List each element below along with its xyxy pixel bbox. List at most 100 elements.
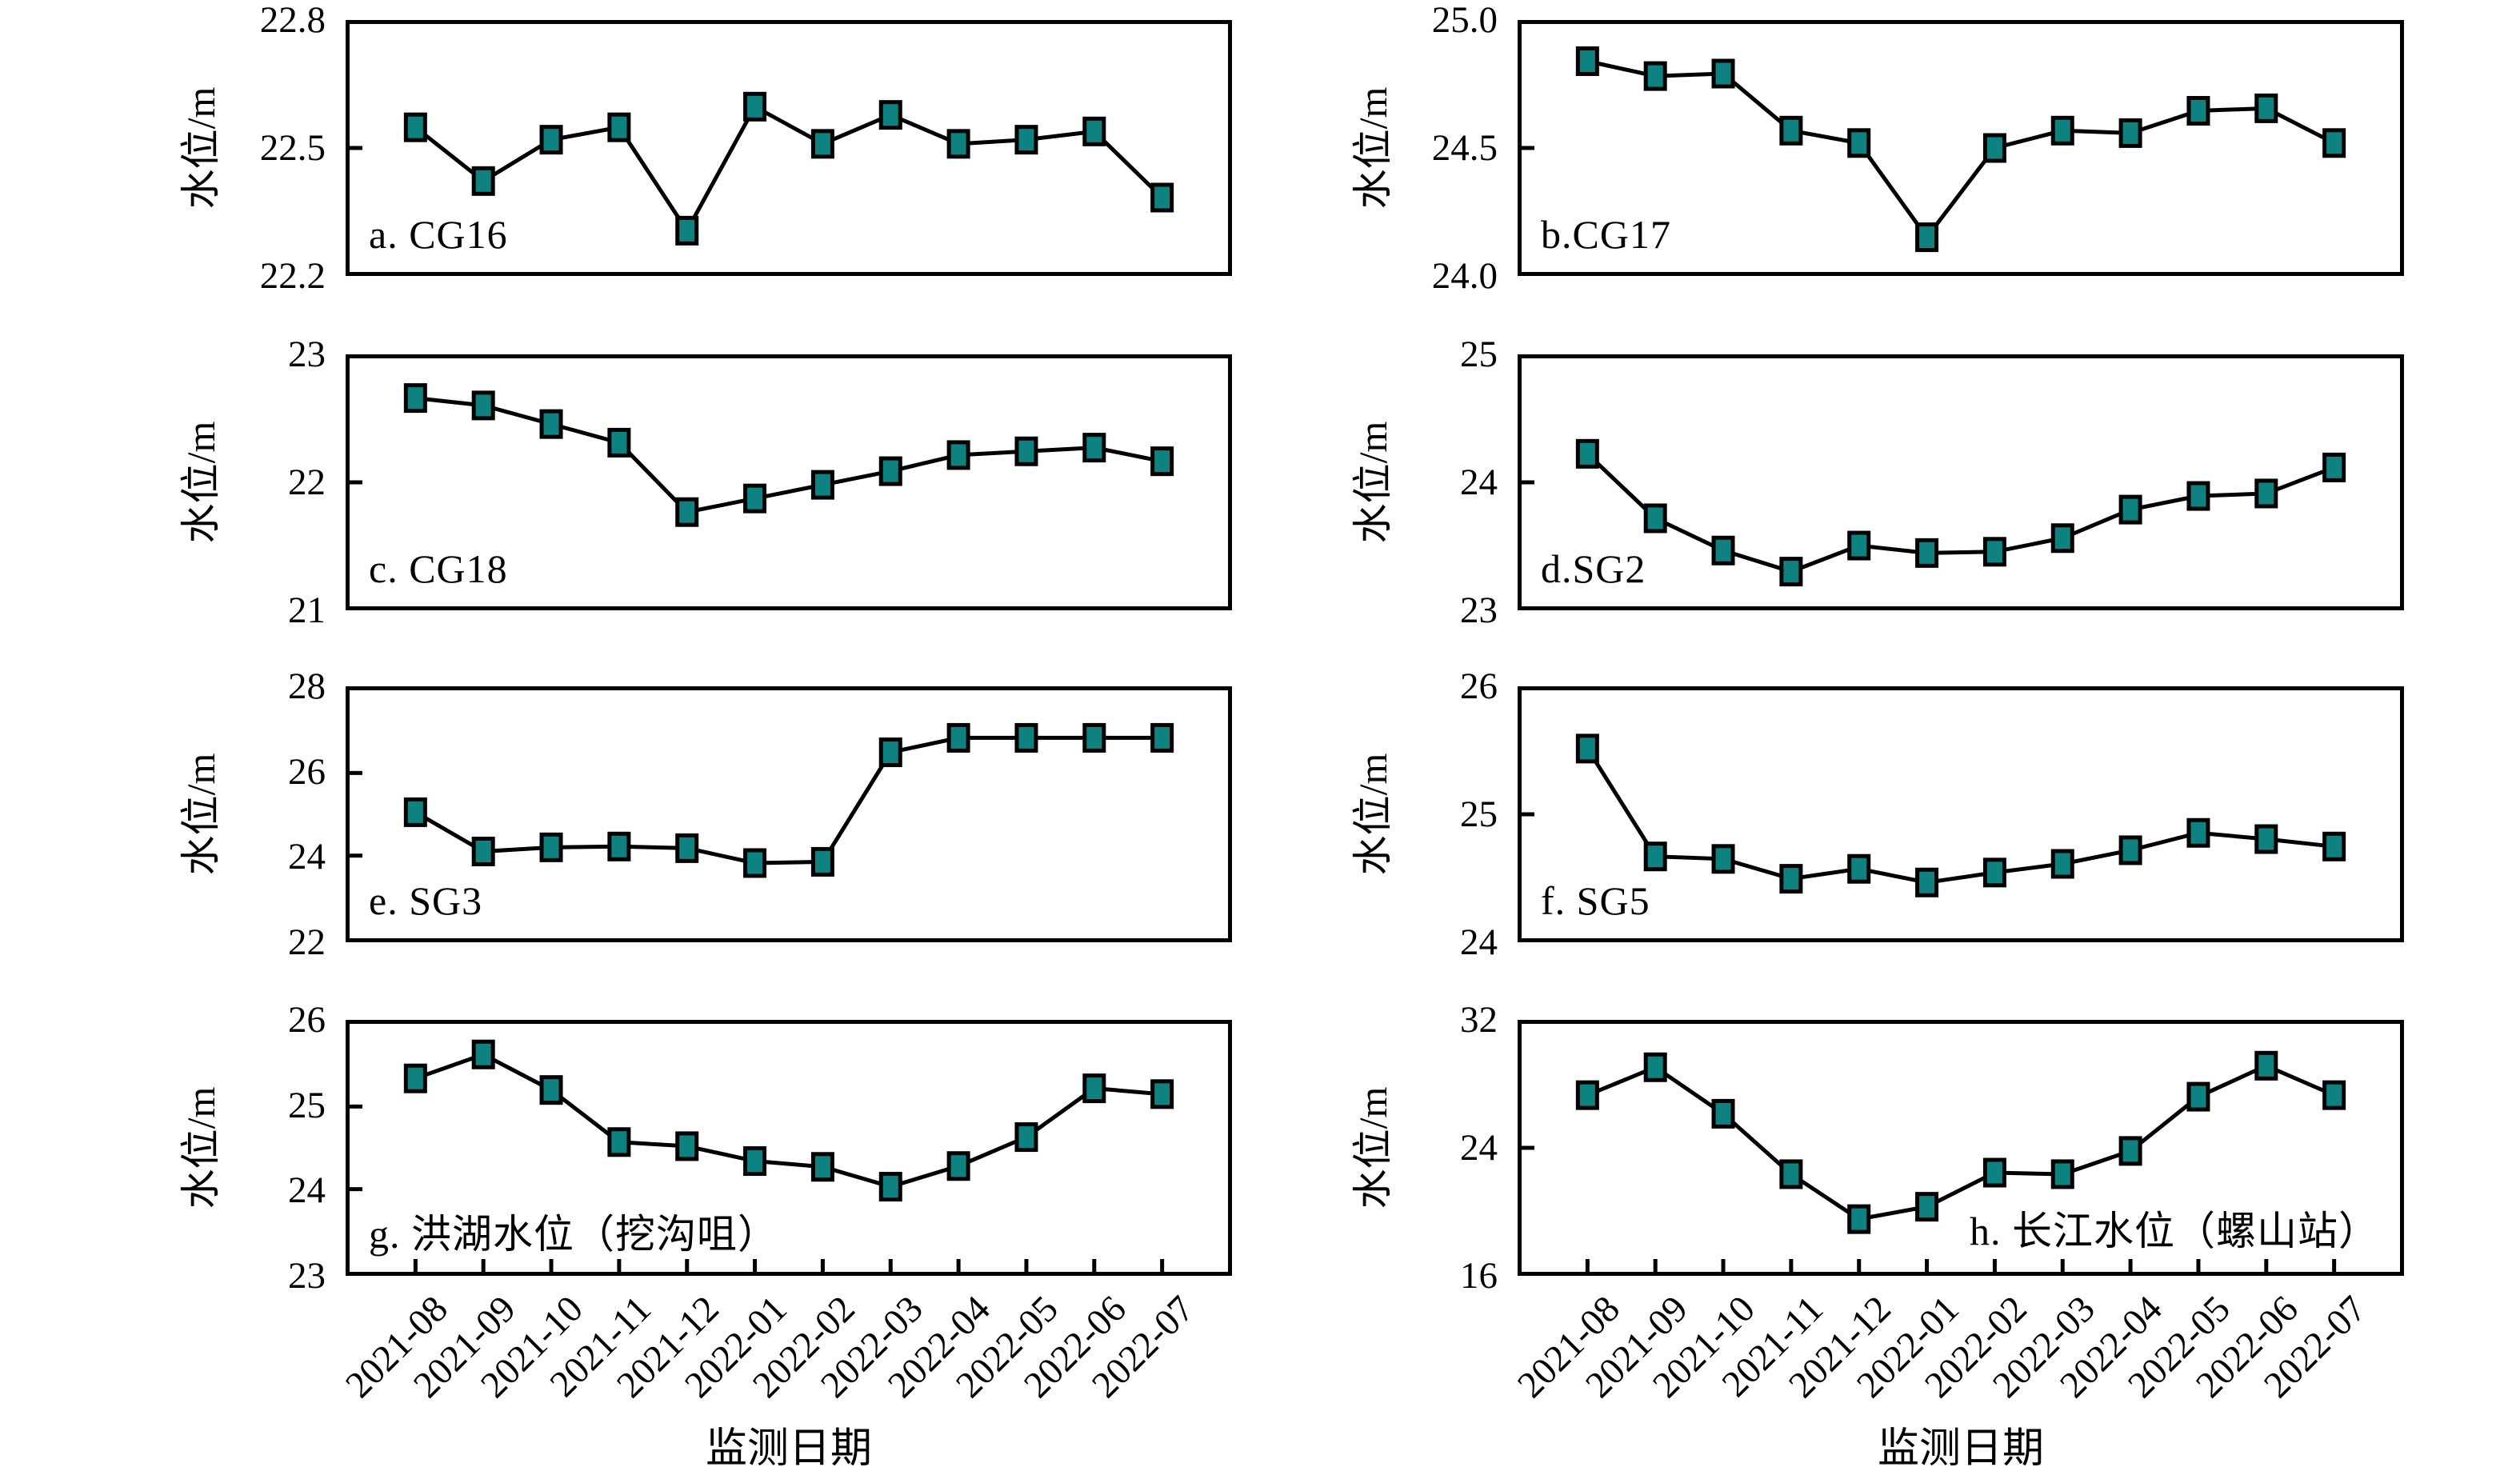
y-axis-title: 水位/m bbox=[178, 421, 223, 544]
panel-label-f: f. SG5 bbox=[1541, 878, 1650, 923]
data-point-marker bbox=[2254, 824, 2278, 854]
data-point-marker bbox=[1711, 58, 1735, 89]
data-point-marker bbox=[1711, 535, 1735, 566]
data-point-marker bbox=[743, 91, 767, 122]
panel-c-plot bbox=[350, 383, 1174, 527]
panel-g: g. 洪湖水位（挖沟咀） bbox=[346, 1020, 1232, 1276]
data-point-marker bbox=[2254, 478, 2278, 509]
data-point-marker bbox=[1014, 1122, 1038, 1153]
data-point-marker bbox=[1014, 722, 1038, 753]
y-tick-label: 21 bbox=[288, 590, 326, 631]
data-point-marker bbox=[539, 409, 563, 439]
y-tick-label: 23 bbox=[1460, 590, 1498, 631]
y-tick-label: 25 bbox=[1460, 334, 1498, 375]
panel-label-h: h. 长江水位（螺山站） bbox=[1970, 1209, 2379, 1253]
data-point-marker bbox=[2186, 1081, 2210, 1112]
panel-d-plot bbox=[1522, 438, 2346, 587]
data-point-marker bbox=[471, 390, 495, 421]
data-point-marker bbox=[810, 129, 834, 159]
data-point-marker bbox=[743, 848, 767, 878]
y-axis-title: 水位/m bbox=[1350, 753, 1395, 876]
data-point-marker bbox=[1779, 115, 1803, 146]
data-point-marker bbox=[1982, 133, 2006, 163]
data-point-marker bbox=[539, 832, 563, 862]
data-point-marker bbox=[1711, 1098, 1735, 1129]
data-point-marker bbox=[1575, 46, 1599, 76]
data-point-marker bbox=[2254, 93, 2278, 123]
y-tick-label: 25 bbox=[288, 1084, 326, 1126]
data-point-marker bbox=[1575, 734, 1599, 764]
y-tick-label: 24.0 bbox=[1431, 255, 1498, 297]
data-point-marker bbox=[1915, 1192, 1939, 1222]
x-axis-title: 监测日期 bbox=[1877, 1426, 2045, 1472]
panel-a: a. CG16 bbox=[346, 20, 1232, 276]
data-point-marker bbox=[1982, 537, 2006, 567]
data-point-marker bbox=[2118, 494, 2142, 525]
data-point-marker bbox=[2322, 831, 2346, 861]
data-point-marker bbox=[878, 738, 902, 767]
data-point-marker bbox=[1847, 530, 1871, 561]
data-point-marker bbox=[539, 1075, 563, 1105]
data-point-marker bbox=[675, 833, 699, 863]
data-point-marker bbox=[403, 1063, 427, 1093]
data-point-marker bbox=[1643, 61, 1667, 91]
data-point-marker bbox=[607, 427, 631, 458]
data-point-marker bbox=[1915, 222, 1939, 253]
data-point-marker bbox=[2118, 1136, 2142, 1166]
data-point-marker bbox=[810, 1152, 834, 1182]
data-point-marker bbox=[1915, 538, 1939, 568]
data-point-marker bbox=[1982, 1157, 2006, 1188]
data-point-marker bbox=[2118, 118, 2142, 148]
series-line bbox=[1586, 59, 2335, 241]
data-point-marker bbox=[1779, 1159, 1803, 1189]
series-line bbox=[1586, 747, 2334, 885]
data-point-marker bbox=[1643, 503, 1667, 534]
data-point-marker bbox=[2322, 1080, 2346, 1110]
panel-f: f. SG5 bbox=[1518, 686, 2404, 942]
data-point-marker bbox=[2050, 523, 2074, 554]
y-tick-label: 24 bbox=[1460, 1127, 1498, 1169]
data-point-marker bbox=[743, 1146, 767, 1177]
y-tick-label: 22.2 bbox=[259, 255, 326, 297]
data-point-marker bbox=[946, 1151, 970, 1181]
data-point-marker bbox=[1082, 116, 1106, 146]
y-axis-title: 水位/m bbox=[178, 753, 223, 876]
y-tick-label: 22.5 bbox=[259, 127, 326, 169]
panel-label-b: b.CG17 bbox=[1541, 212, 1671, 257]
y-axis-title: 水位/m bbox=[1350, 421, 1395, 544]
panel-label-d: d.SG2 bbox=[1541, 546, 1646, 591]
data-point-marker bbox=[1082, 1073, 1106, 1104]
y-tick-label: 24 bbox=[288, 1169, 326, 1212]
panel-g-plot bbox=[350, 1039, 1174, 1272]
y-tick-label: 28 bbox=[288, 666, 326, 707]
panel-label-e: e. SG3 bbox=[369, 878, 483, 923]
y-tick-label: 23 bbox=[288, 1255, 326, 1297]
data-point-marker bbox=[1575, 438, 1599, 469]
data-point-marker bbox=[2050, 849, 2074, 879]
data-point-marker bbox=[1014, 436, 1038, 466]
panel-h: h. 长江水位（螺山站） bbox=[1518, 1020, 2404, 1276]
data-point-marker bbox=[2118, 835, 2142, 865]
data-point-marker bbox=[471, 166, 495, 196]
data-point-marker bbox=[2186, 817, 2210, 848]
series-line bbox=[414, 735, 1162, 865]
data-point-marker bbox=[2186, 481, 2210, 511]
data-point-marker bbox=[403, 383, 427, 414]
series-line bbox=[414, 1052, 1162, 1189]
panel-label-a: a. CG16 bbox=[369, 212, 508, 257]
data-point-marker bbox=[1150, 722, 1174, 753]
y-tick-label: 22 bbox=[288, 921, 326, 963]
y-tick-label: 24 bbox=[288, 836, 326, 878]
data-point-marker bbox=[675, 497, 699, 527]
y-axis-title: 水位/m bbox=[1350, 1086, 1395, 1209]
data-point-marker bbox=[471, 1039, 495, 1069]
y-tick-label: 24 bbox=[1460, 462, 1498, 503]
x-axis-title: 监测日期 bbox=[705, 1426, 873, 1472]
data-point-marker bbox=[607, 112, 631, 142]
y-tick-label: 25 bbox=[1460, 793, 1498, 835]
data-point-marker bbox=[1982, 857, 2006, 888]
y-tick-label: 24.5 bbox=[1431, 127, 1498, 169]
series-line bbox=[1586, 452, 2335, 574]
data-point-marker bbox=[946, 129, 970, 159]
panel-a-plot bbox=[350, 91, 1174, 246]
